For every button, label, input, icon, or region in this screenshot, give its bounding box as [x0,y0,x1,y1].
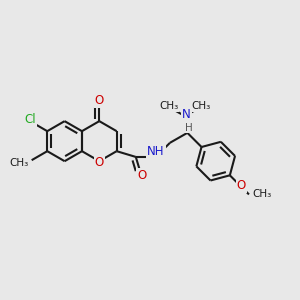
Text: CH₃: CH₃ [159,101,178,111]
Text: O: O [95,94,104,107]
Text: O: O [237,179,246,192]
Text: CH₃: CH₃ [191,101,211,111]
Text: CH₃: CH₃ [9,158,28,167]
Text: N: N [182,108,191,121]
Text: NH: NH [147,145,165,158]
Text: O: O [137,169,146,182]
Text: O: O [95,156,104,169]
Text: CH₃: CH₃ [252,189,271,200]
Text: H: H [185,122,193,133]
Text: Cl: Cl [24,113,36,126]
